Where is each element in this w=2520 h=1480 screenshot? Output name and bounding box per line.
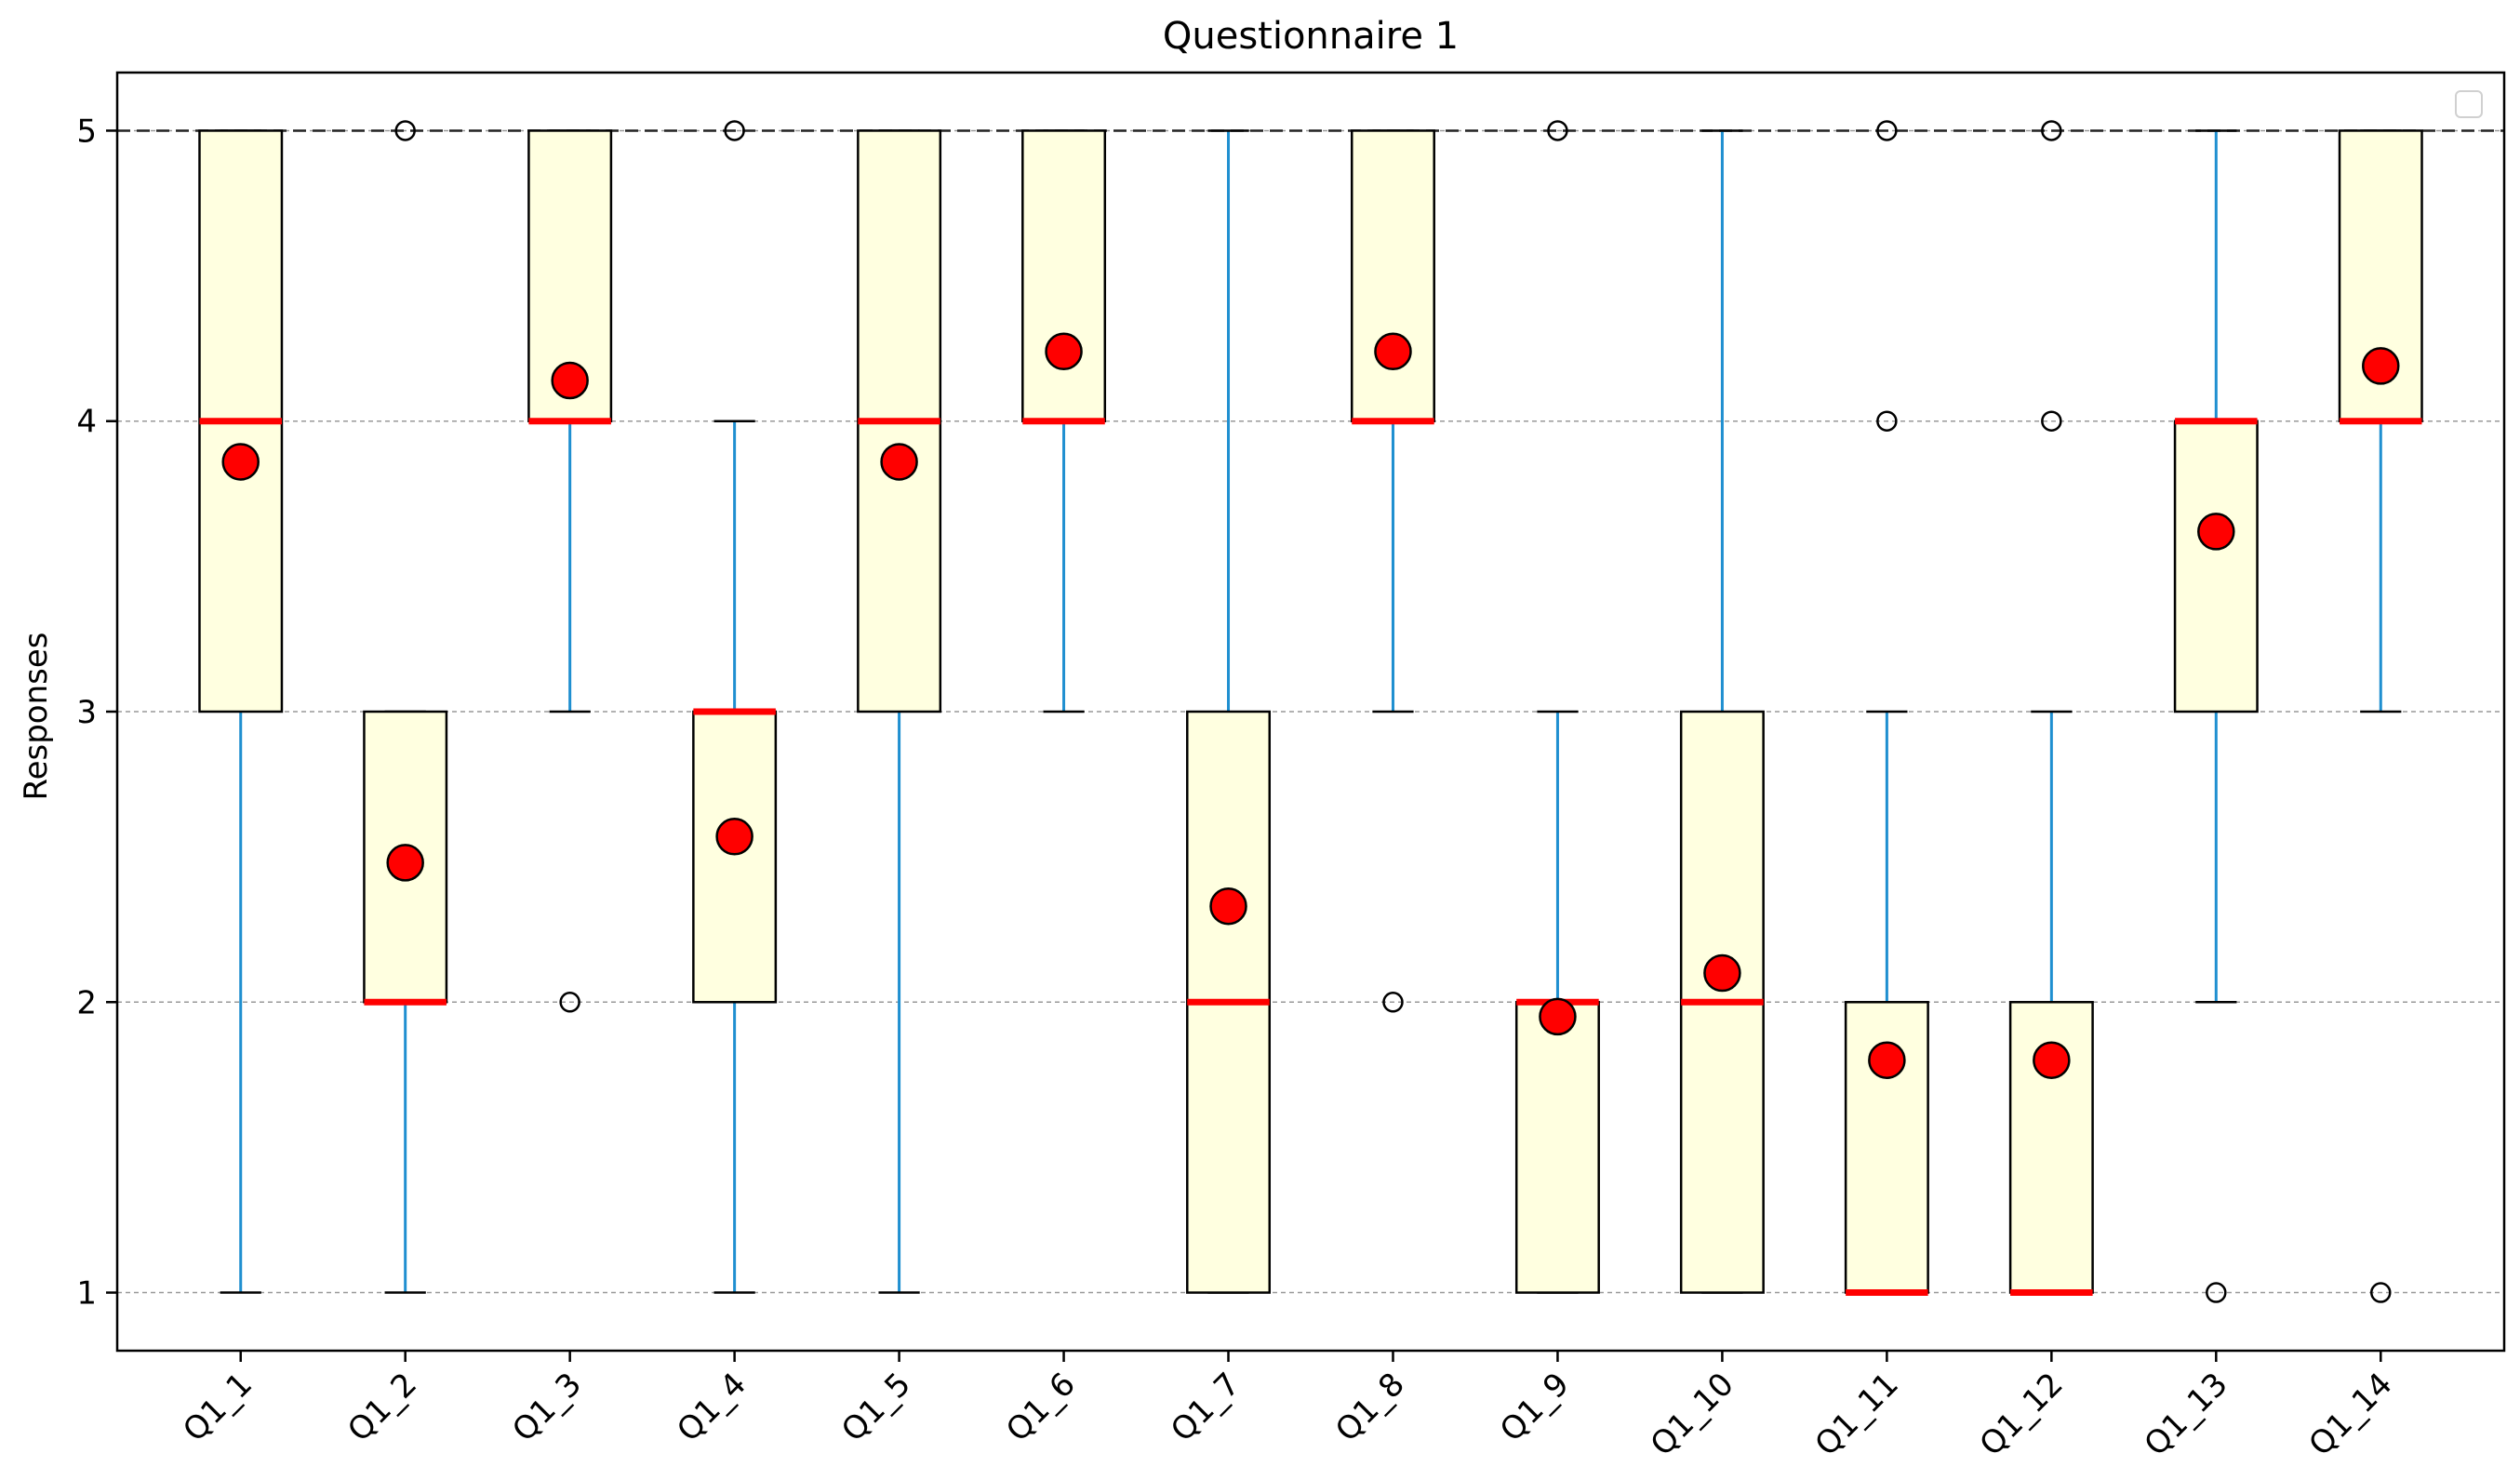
y-tick-label: 1 (76, 1275, 97, 1313)
mean-marker (1868, 1041, 1906, 1079)
outlier-point (559, 992, 580, 1013)
mean-marker (715, 818, 753, 856)
x-tick-label: Q1_12 (1973, 1366, 2071, 1463)
iqr-box (692, 710, 778, 1004)
mean-marker (2033, 1041, 2071, 1079)
box-group-Q1_2 (363, 120, 448, 1294)
outlier-point (1876, 410, 1898, 432)
outlier-point (1876, 120, 1898, 141)
outlier-point (2041, 120, 2062, 141)
y-tick-label: 4 (76, 404, 97, 441)
x-tick-label: Q1_10 (1644, 1366, 1741, 1463)
iqr-box (1021, 129, 1107, 422)
x-tick-label: Q1_7 (1164, 1366, 1247, 1449)
grid-lines (117, 129, 2504, 1294)
y-axis-label: Responses (18, 632, 55, 800)
mean-marker (551, 361, 589, 400)
iqr-box (2173, 420, 2259, 713)
box-group-Q1_3 (527, 129, 613, 1013)
box-group-Q1_11 (1844, 120, 1929, 1297)
y-tick-label: 5 (76, 113, 97, 150)
outlier-point (1382, 992, 1404, 1013)
x-tick-label: Q1_4 (670, 1366, 753, 1449)
outlier-point (1547, 120, 1568, 141)
box-group-Q1_13 (2173, 129, 2259, 1303)
legend-box (2455, 90, 2483, 118)
mean-marker (1703, 953, 1741, 993)
x-tick-label: Q1_2 (340, 1366, 424, 1449)
x-tick-label: Q1_3 (505, 1366, 589, 1449)
chart-title: Questionnaire 1 (1163, 15, 1459, 58)
x-tick-label: Q1_1 (176, 1366, 260, 1449)
box-group-Q1_12 (2008, 120, 2094, 1297)
iqr-box (1514, 1001, 1600, 1294)
box-group-Q1_1 (198, 129, 284, 1294)
box-group-Q1_8 (1350, 129, 1435, 1013)
mean-marker (1209, 887, 1247, 926)
mean-marker (1045, 332, 1083, 371)
x-tick-label: Q1_11 (1808, 1366, 1906, 1463)
x-tick-label: Q1_5 (834, 1366, 918, 1449)
boxes-layer (198, 120, 2423, 1303)
box-group-Q1_4 (692, 120, 778, 1294)
x-tick-label: Q1_13 (2138, 1366, 2235, 1463)
outlier-point (724, 120, 745, 141)
x-tick-label: Q1_9 (1493, 1366, 1577, 1449)
box-group-Q1_5 (857, 129, 942, 1294)
y-tick-label: 2 (76, 984, 97, 1021)
x-tick-label: Q1_14 (2302, 1366, 2400, 1463)
mean-marker (1539, 997, 1577, 1036)
outlier-point (394, 120, 416, 141)
box-group-Q1_14 (2338, 129, 2423, 1303)
outlier-point (2206, 1282, 2227, 1303)
box-group-Q1_7 (1186, 129, 1272, 1294)
mean-marker (221, 443, 260, 481)
y-tick-label: 3 (76, 694, 97, 731)
x-tick-label: Q1_8 (1328, 1366, 1412, 1449)
outlier-point (2370, 1282, 2392, 1303)
mean-marker (1374, 332, 1412, 371)
box-group-Q1_6 (1021, 129, 1107, 713)
mean-marker (386, 844, 424, 882)
mean-marker (2362, 347, 2400, 385)
box-group-Q1_10 (1679, 129, 1765, 1294)
box-group-Q1_9 (1514, 120, 1600, 1294)
outlier-point (2041, 410, 2062, 432)
mean-marker (880, 443, 918, 481)
mean-marker (2197, 513, 2235, 551)
iqr-box (1350, 129, 1435, 422)
x-tick-label: Q1_6 (999, 1366, 1083, 1449)
